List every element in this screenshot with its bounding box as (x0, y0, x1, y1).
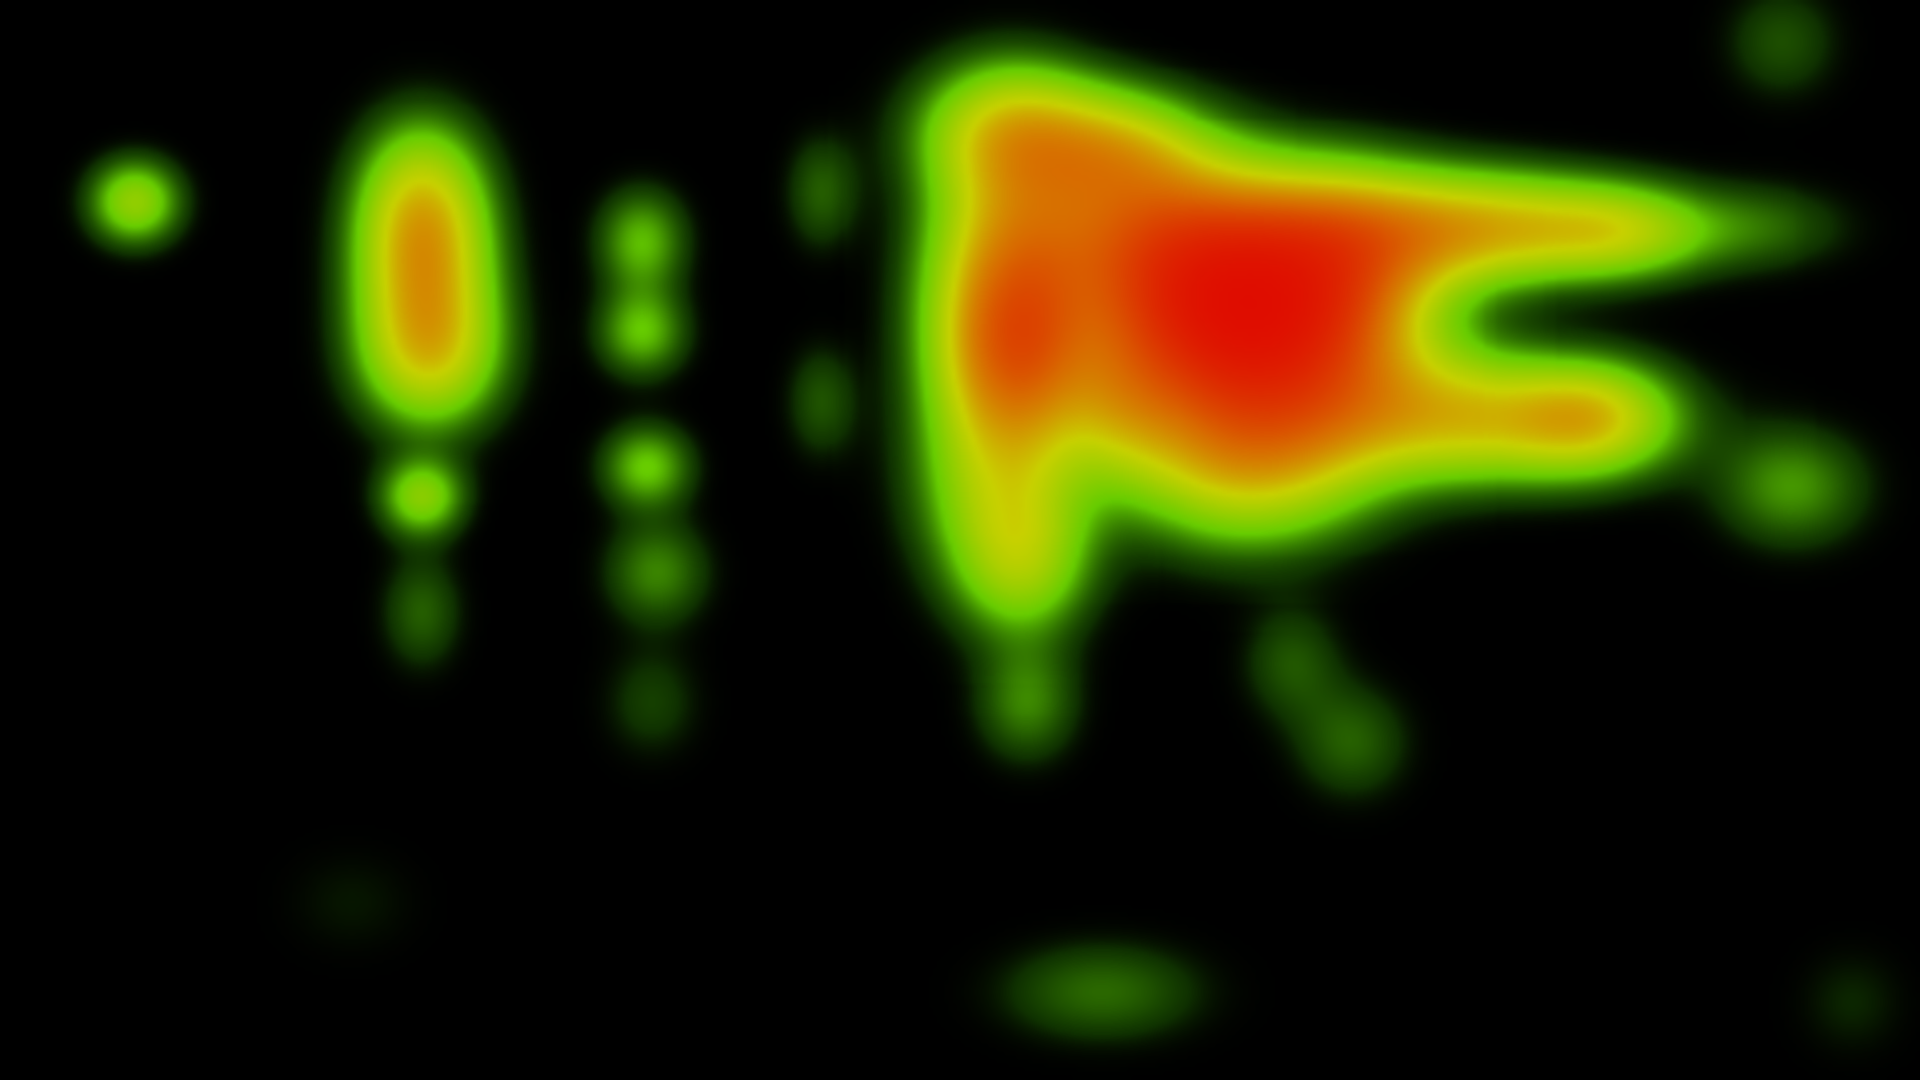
heatmap-stage (0, 0, 1920, 1080)
attention-heatmap (0, 0, 1920, 1080)
